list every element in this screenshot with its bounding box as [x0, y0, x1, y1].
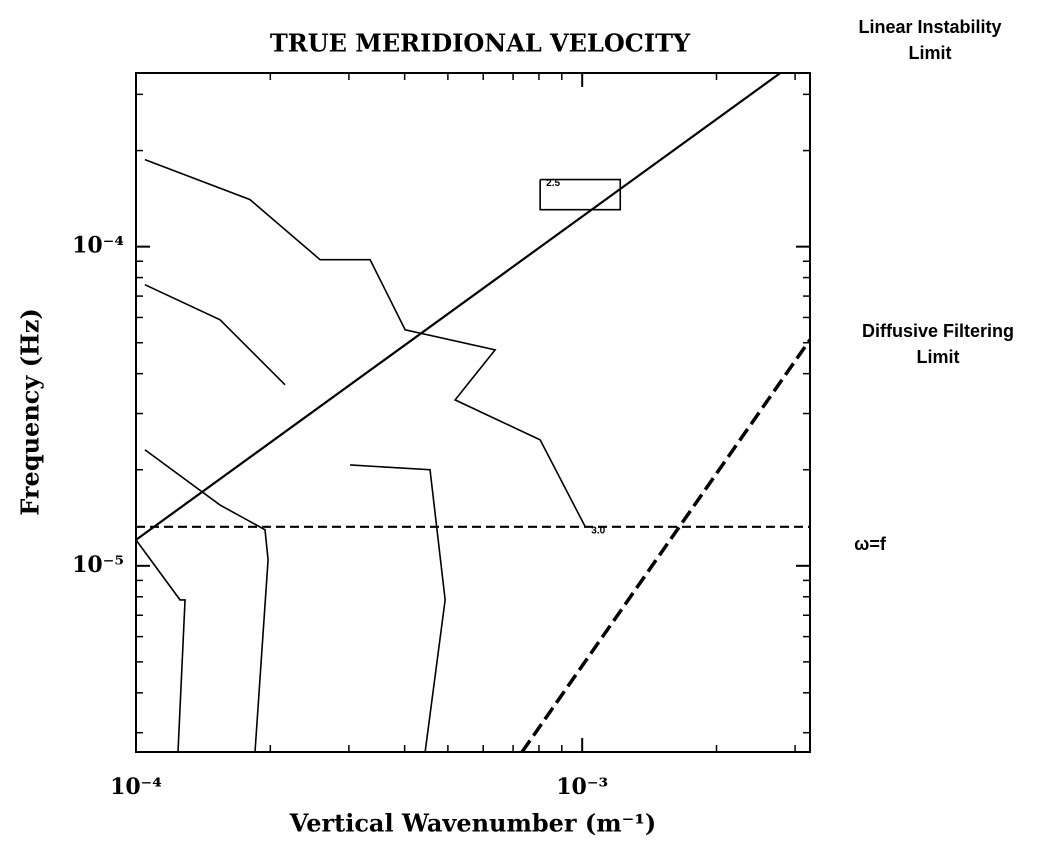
contour-label: 3.0 — [591, 525, 605, 536]
y-axis-label: Frequency (Hz) — [16, 308, 45, 515]
series-line — [135, 72, 781, 541]
contour-line — [144, 283, 286, 386]
series-label: Diffusive Filtering Limit — [862, 321, 1014, 367]
x-tick-label: 10⁻³ — [556, 774, 608, 800]
contour-line — [539, 178, 622, 211]
x-axis-label: Vertical Wavenumber (m⁻¹) — [289, 809, 656, 838]
contour-line — [144, 158, 586, 528]
contour-line — [350, 464, 446, 753]
chart-title: TRUE MERIDIONAL VELOCITY — [270, 29, 691, 58]
contour-line — [144, 449, 269, 753]
y-tick-label: 10⁻⁵ — [72, 552, 124, 578]
plot-frame — [135, 72, 811, 753]
x-tick-label: 10⁻⁴ — [110, 774, 162, 800]
series-line — [520, 338, 812, 754]
contour-label: 2.5 — [546, 178, 560, 189]
contour-line — [135, 539, 186, 753]
y-tick-label: 10⁻⁴ — [72, 233, 124, 259]
series-label: ω=f — [854, 534, 887, 554]
series-label: Linear Instability Limit — [858, 17, 1001, 63]
